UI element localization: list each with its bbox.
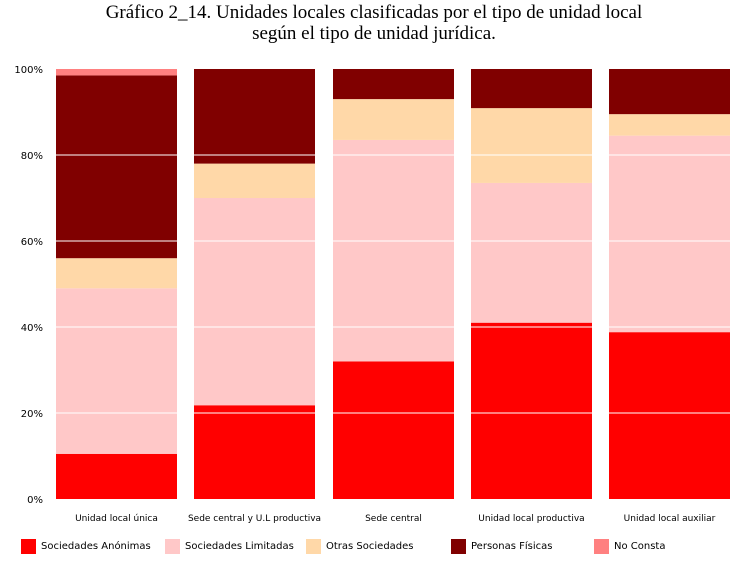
y-tick-label: 0% (27, 495, 43, 506)
bar-segment (56, 453, 177, 499)
bar-segment (56, 75, 177, 259)
x-category-label: Unidad local productiva (478, 514, 584, 524)
bar-segment (471, 108, 592, 183)
x-category-label: Unidad local única (75, 514, 158, 524)
y-tick-label: 20% (21, 409, 43, 420)
bar-segment (56, 69, 177, 76)
bar-segment (609, 69, 730, 115)
y-tick-label: 40% (21, 323, 43, 334)
y-tick-label: 100% (14, 65, 43, 76)
bar-segment (333, 139, 454, 362)
chart-title-line-1: Gráfico 2_14. Unidades locales clasifica… (105, 2, 643, 23)
bar-segment (333, 99, 454, 140)
x-category-label: Sede central y U.L productiva (188, 514, 321, 524)
bar-segment (609, 114, 730, 136)
bar-segment (194, 198, 315, 406)
chart-title-line-2: según el tipo de unidad jurídica. (252, 23, 496, 44)
bar-segment (609, 332, 730, 499)
bar-segment (471, 322, 592, 499)
bar-segment (56, 288, 177, 454)
x-category-label: Unidad local auxiliar (624, 514, 716, 524)
bar-segment (471, 69, 592, 109)
bar-segment (609, 135, 730, 333)
bar-segment (194, 69, 315, 164)
bar-segment (194, 163, 315, 198)
bar-segment (471, 182, 592, 323)
bar-segment (56, 258, 177, 289)
bar-segment (333, 69, 454, 100)
bar-segment (194, 405, 315, 499)
y-tick-label: 60% (21, 237, 43, 248)
chart-title: Gráfico 2_14. Unidades locales clasifica… (0, 2, 748, 44)
x-category-label: Sede central (365, 514, 422, 524)
bar-segment (333, 361, 454, 499)
y-tick-label: 80% (21, 151, 43, 162)
